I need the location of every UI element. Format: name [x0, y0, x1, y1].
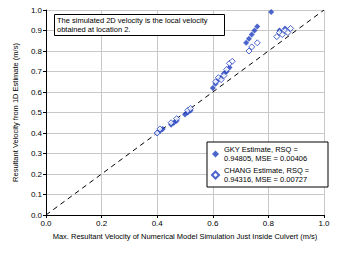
- svg-text:1.0: 1.0: [31, 6, 43, 15]
- svg-text:0.94316, MSE = 0.00727: 0.94316, MSE = 0.00727: [224, 175, 307, 184]
- svg-text:0.8: 0.8: [263, 219, 275, 228]
- svg-text:GKY Estimate, RSQ =: GKY Estimate, RSQ =: [224, 145, 300, 154]
- svg-text:0.6: 0.6: [31, 88, 43, 97]
- svg-text:0.0: 0.0: [30, 210, 42, 220]
- svg-text:0.1: 0.1: [31, 190, 43, 199]
- svg-text:0.2: 0.2: [96, 219, 108, 228]
- svg-text:0.8: 0.8: [31, 47, 43, 56]
- svg-text:The simulated 2D velocity is t: The simulated 2D velocity is the local v…: [57, 16, 210, 25]
- svg-text:0.4: 0.4: [31, 129, 43, 138]
- svg-text:0.7: 0.7: [31, 67, 43, 76]
- svg-text:Max. Resultant Velocity of Num: Max. Resultant Velocity of Numerical Mod…: [53, 232, 318, 241]
- svg-text:1.0: 1.0: [318, 219, 330, 228]
- svg-text:0.6: 0.6: [207, 219, 219, 228]
- svg-text:CHANG Estimate, RSQ =: CHANG Estimate, RSQ =: [224, 166, 311, 175]
- svg-text:0.9: 0.9: [31, 26, 43, 35]
- svg-text:0.0: 0.0: [40, 219, 52, 228]
- svg-text:0.94805, MSE = 0.00406: 0.94805, MSE = 0.00406: [224, 154, 307, 163]
- svg-text:Resultant Velocity from 1D Est: Resultant Velocity from 1D Estimate (m/s…: [11, 43, 20, 182]
- svg-text:obtained at location 2.: obtained at location 2.: [57, 25, 130, 34]
- svg-text:0.5: 0.5: [31, 108, 43, 117]
- svg-text:0.2: 0.2: [31, 170, 43, 179]
- svg-text:0.3: 0.3: [31, 149, 43, 158]
- svg-text:0.4: 0.4: [152, 219, 164, 228]
